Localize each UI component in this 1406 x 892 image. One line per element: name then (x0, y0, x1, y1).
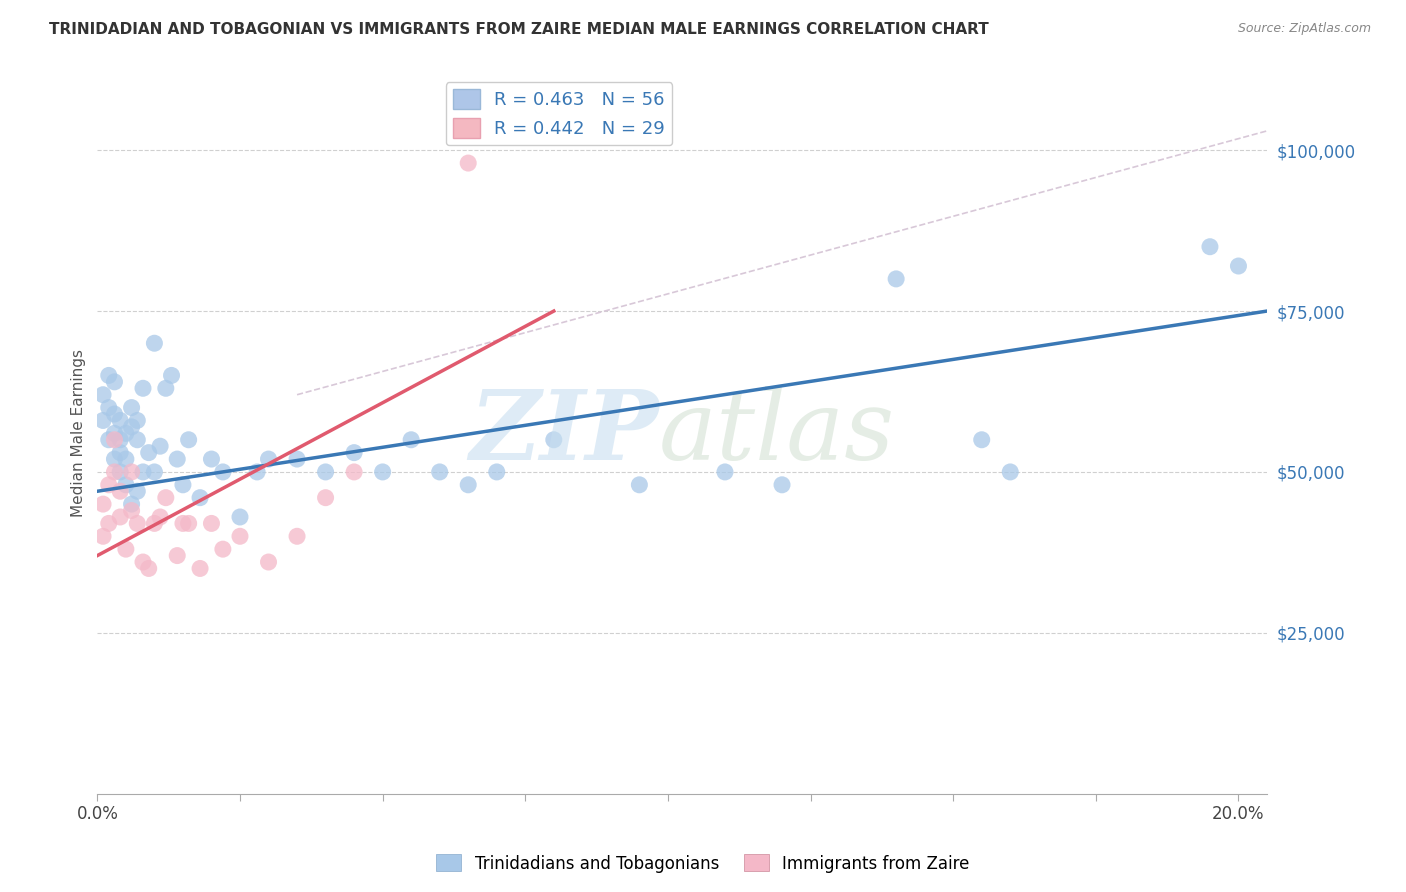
Point (257, 555, 280, 569)
Point (212, 465, 235, 479)
Text: ZIP: ZIP (470, 386, 659, 480)
Point (132, 465, 155, 479)
Point (543, 433, 565, 447)
Point (229, 529, 252, 543)
Point (155, 491, 177, 505)
Point (970, 433, 993, 447)
Point (138, 561, 160, 575)
Point (884, 272, 907, 286)
Point (115, 452, 138, 467)
Point (1000, 465, 1022, 479)
Point (127, 484, 149, 499)
Point (457, 156, 479, 170)
Point (121, 420, 143, 434)
Text: atlas: atlas (659, 386, 894, 480)
Point (97, 433, 120, 447)
Point (115, 426, 138, 441)
Point (103, 452, 125, 467)
Point (166, 452, 188, 467)
Point (138, 445, 160, 459)
Point (177, 433, 200, 447)
Point (103, 407, 125, 421)
Point (103, 375, 125, 389)
Point (143, 516, 166, 531)
Point (108, 413, 131, 427)
Point (97, 478, 120, 492)
Point (108, 510, 131, 524)
Point (108, 484, 131, 499)
Point (127, 516, 149, 531)
Point (103, 433, 125, 447)
Point (172, 516, 194, 531)
Point (108, 433, 131, 447)
Point (485, 465, 508, 479)
Point (108, 465, 131, 479)
Point (91, 497, 114, 511)
Text: Source: ZipAtlas.com: Source: ZipAtlas.com (1237, 22, 1371, 36)
Point (343, 445, 366, 459)
Point (188, 561, 211, 575)
Point (115, 478, 138, 492)
Legend: Trinidadians and Tobagonians, Immigrants from Zaire: Trinidadians and Tobagonians, Immigrants… (430, 847, 976, 880)
Point (121, 401, 143, 415)
Point (177, 516, 200, 531)
Point (149, 510, 172, 524)
Point (628, 478, 651, 492)
Point (1227, 259, 1250, 273)
Point (97, 401, 120, 415)
Point (103, 426, 125, 441)
Point (229, 510, 252, 524)
Point (714, 465, 737, 479)
Point (200, 516, 222, 531)
Y-axis label: Median Male Earnings: Median Male Earnings (72, 350, 86, 517)
Point (399, 433, 422, 447)
Point (115, 542, 138, 557)
Point (97, 368, 120, 383)
Point (246, 465, 269, 479)
Point (160, 368, 183, 383)
Point (132, 555, 155, 569)
Point (343, 465, 366, 479)
Point (285, 452, 308, 467)
Point (315, 491, 337, 505)
Point (212, 542, 235, 557)
Point (155, 381, 177, 395)
Point (121, 503, 143, 517)
Point (121, 497, 143, 511)
Point (315, 465, 337, 479)
Legend: R = 0.463   N = 56, R = 0.442   N = 29: R = 0.463 N = 56, R = 0.442 N = 29 (446, 82, 672, 145)
Point (1199, 240, 1222, 254)
Point (143, 336, 166, 351)
Point (91, 388, 114, 402)
Point (91, 529, 114, 543)
Point (371, 465, 394, 479)
Point (770, 478, 793, 492)
Point (108, 445, 131, 459)
Point (91, 413, 114, 427)
Point (188, 491, 211, 505)
Point (172, 478, 194, 492)
Point (143, 465, 166, 479)
Point (285, 529, 308, 543)
Point (257, 452, 280, 467)
Point (429, 465, 451, 479)
Point (166, 549, 188, 563)
Point (149, 439, 172, 453)
Point (127, 433, 149, 447)
Point (457, 478, 479, 492)
Point (121, 465, 143, 479)
Point (97, 516, 120, 531)
Point (103, 465, 125, 479)
Point (132, 381, 155, 395)
Text: TRINIDADIAN AND TOBAGONIAN VS IMMIGRANTS FROM ZAIRE MEDIAN MALE EARNINGS CORRELA: TRINIDADIAN AND TOBAGONIAN VS IMMIGRANTS… (49, 22, 988, 37)
Point (127, 413, 149, 427)
Point (200, 452, 222, 467)
